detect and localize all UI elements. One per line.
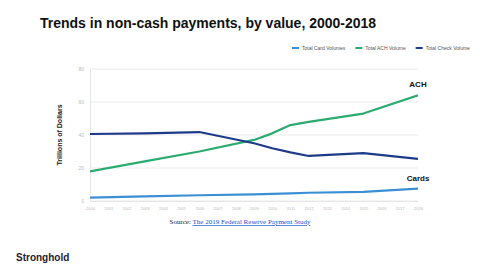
x-axis: 2000 2001 2002 2003 2004 2005 2006 2007 2008 2009… bbox=[86, 201, 424, 211]
series-line bbox=[90, 132, 418, 159]
grid-line bbox=[90, 102, 418, 103]
x-tick: 2005 bbox=[177, 201, 187, 211]
y-tick-label: 0 bbox=[81, 198, 84, 204]
x-tick: 2001 bbox=[104, 201, 114, 211]
x-tick-label: 2016 bbox=[378, 206, 388, 211]
chart: Trends in non-cash payments, by value, 2… bbox=[0, 0, 480, 270]
x-tick: 2015 bbox=[359, 201, 369, 211]
x-tick-label: 2001 bbox=[104, 206, 114, 211]
x-tick-label: 2004 bbox=[159, 206, 169, 211]
x-tick: 2007 bbox=[214, 201, 224, 211]
legend: Total Card Volumes Total ACH Volume Total … bbox=[292, 45, 470, 51]
x-tick-label: 2008 bbox=[232, 206, 242, 211]
y-tick-label: 40 bbox=[78, 132, 84, 138]
x-tick-label: 2005 bbox=[177, 206, 187, 211]
y-tick: 20 bbox=[78, 165, 90, 171]
logo: Stronghold bbox=[16, 252, 69, 263]
lines bbox=[90, 95, 418, 197]
x-tick: 2014 bbox=[341, 201, 351, 211]
x-tick: 2017 bbox=[396, 201, 406, 211]
x-tick: 2009 bbox=[250, 201, 260, 211]
x-tick-label: 2018 bbox=[414, 206, 424, 211]
source: Source: The 2019 Federal Reserve Payment… bbox=[169, 218, 311, 226]
x-tick: 2006 bbox=[195, 201, 205, 211]
x-tick-label: 2017 bbox=[396, 206, 406, 211]
x-tick: 2013 bbox=[323, 201, 333, 211]
legend-swatch bbox=[292, 47, 299, 49]
source-prefix: Source: bbox=[169, 218, 192, 226]
y-tick-label: 60 bbox=[78, 99, 84, 105]
legend-swatch bbox=[355, 47, 362, 49]
y-axis-title: Trillions of Dollars bbox=[56, 104, 63, 165]
x-tick-label: 2010 bbox=[268, 206, 278, 211]
annotation: Cards bbox=[407, 174, 430, 183]
x-tick: 2008 bbox=[232, 201, 242, 211]
x-tick-label: 2012 bbox=[305, 206, 315, 211]
x-tick-label: 2015 bbox=[359, 206, 369, 211]
x-tick-label: 2011 bbox=[287, 206, 296, 211]
x-tick: 2016 bbox=[378, 201, 388, 211]
legend-label: Total Card Volumes bbox=[302, 45, 346, 51]
grid bbox=[90, 69, 418, 201]
x-tick-label: 2002 bbox=[122, 206, 132, 211]
series-line bbox=[90, 189, 418, 198]
grid-line bbox=[90, 135, 418, 136]
legend-label: Total Check Volume bbox=[426, 45, 470, 51]
y-tick-label: 80 bbox=[78, 66, 84, 72]
legend-label: Total ACH Volume bbox=[365, 45, 406, 51]
x-tick-label: 2000 bbox=[86, 206, 96, 211]
x-tick-label: 2014 bbox=[341, 206, 351, 211]
x-tick: 2002 bbox=[122, 201, 132, 211]
x-tick: 2010 bbox=[268, 201, 278, 211]
grid-line bbox=[90, 201, 418, 202]
grid-line bbox=[90, 168, 418, 169]
y-axis: 0 20 40 60 80 bbox=[78, 66, 90, 204]
x-tick: 2018 bbox=[414, 201, 424, 211]
x-tick: 2000 bbox=[86, 201, 96, 211]
grid-line bbox=[90, 69, 418, 70]
x-tick: 2011 bbox=[287, 201, 296, 211]
x-tick-label: 2013 bbox=[323, 206, 333, 211]
source-link: The 2019 Federal Reserve Payment Study bbox=[193, 218, 312, 226]
title: Trends in non-cash payments, by value, 2… bbox=[40, 15, 376, 31]
y-tick-label: 20 bbox=[78, 165, 84, 171]
y-tick: 80 bbox=[78, 66, 90, 72]
series-line bbox=[90, 95, 418, 171]
y-axis-line bbox=[90, 70, 91, 202]
y-tick: 60 bbox=[78, 99, 90, 105]
x-tick-label: 2006 bbox=[195, 206, 205, 211]
x-tick: 2012 bbox=[305, 201, 315, 211]
annotation: ACH bbox=[409, 80, 427, 89]
y-tick: 0 bbox=[81, 198, 90, 204]
y-tick: 40 bbox=[78, 132, 90, 138]
x-tick-label: 2009 bbox=[250, 206, 260, 211]
x-tick-label: 2007 bbox=[214, 206, 224, 211]
x-axis-line bbox=[91, 201, 419, 202]
x-tick: 2003 bbox=[141, 201, 151, 211]
legend-swatch bbox=[416, 47, 423, 49]
x-tick-label: 2003 bbox=[141, 206, 151, 211]
x-tick: 2004 bbox=[159, 201, 169, 211]
